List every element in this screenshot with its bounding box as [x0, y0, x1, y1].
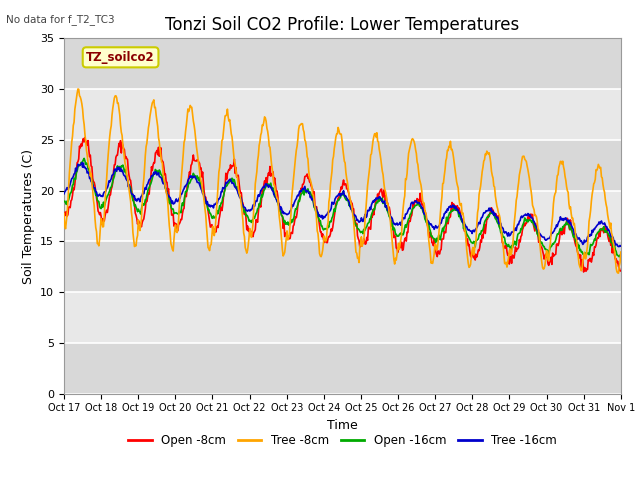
Bar	[64, 38, 621, 89]
Text: TZ_soilco2: TZ_soilco2	[86, 51, 155, 64]
X-axis label: Time: Time	[327, 419, 358, 432]
Title: Tonzi Soil CO2 Profile: Lower Temperatures: Tonzi Soil CO2 Profile: Lower Temperatur…	[165, 16, 520, 34]
Bar	[64, 343, 621, 394]
Bar	[64, 292, 621, 343]
Bar	[64, 140, 621, 191]
Text: No data for f_T2_TC3: No data for f_T2_TC3	[6, 14, 115, 25]
Bar	[64, 241, 621, 292]
Bar	[64, 89, 621, 140]
Legend: Open -8cm, Tree -8cm, Open -16cm, Tree -16cm: Open -8cm, Tree -8cm, Open -16cm, Tree -…	[124, 429, 561, 452]
Bar	[64, 191, 621, 241]
Y-axis label: Soil Temperatures (C): Soil Temperatures (C)	[22, 148, 35, 284]
